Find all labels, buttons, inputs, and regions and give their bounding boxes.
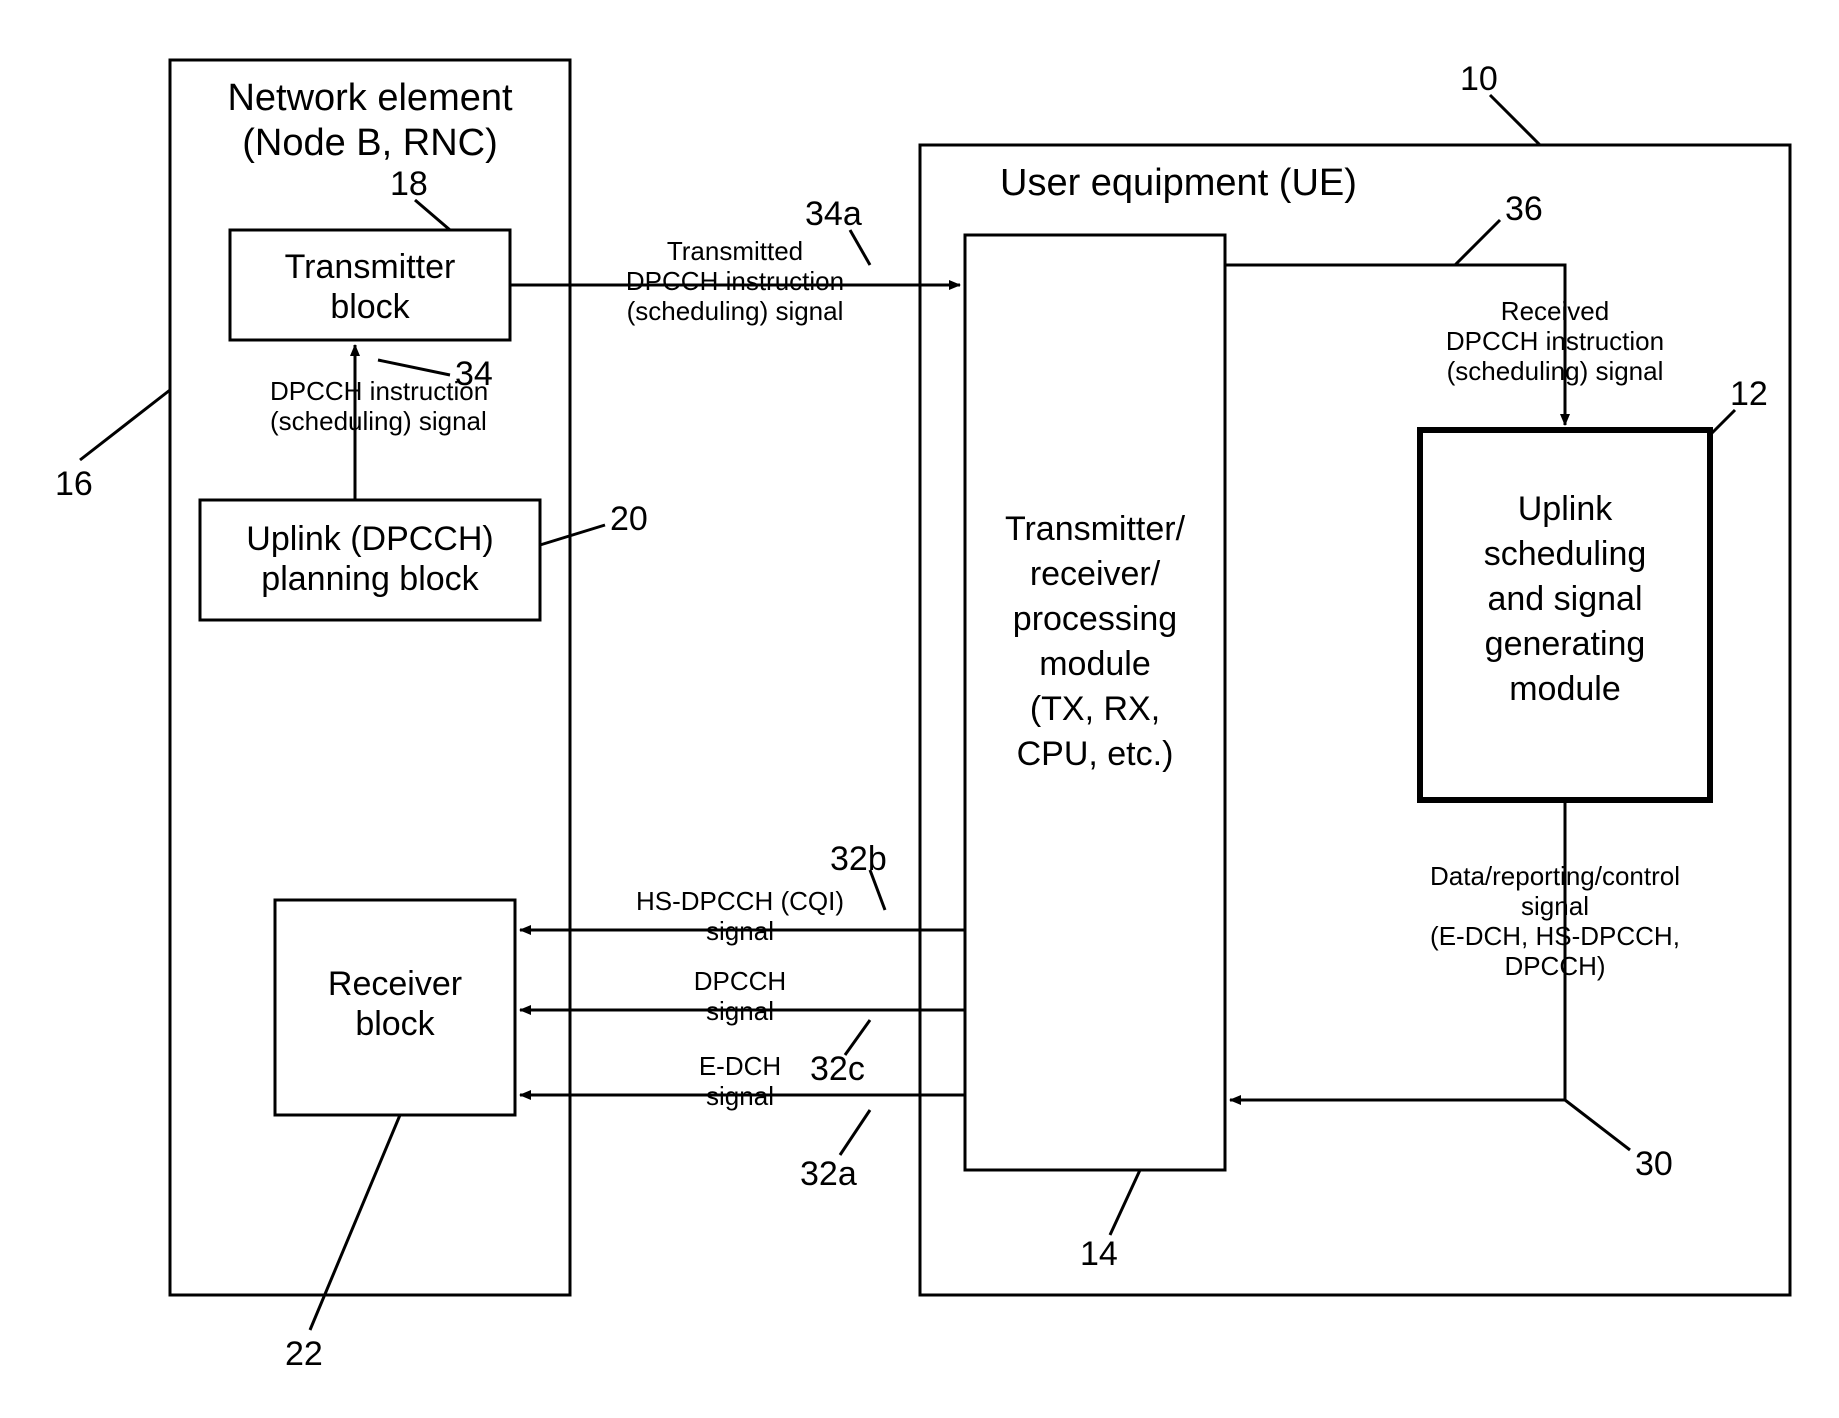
- hs-dpcch-l2: signal: [706, 916, 774, 946]
- receiver-block-l2: block: [355, 1005, 435, 1043]
- trx-l2: receiver/: [1030, 555, 1161, 593]
- trx-l5: (TX, RX,: [1030, 690, 1160, 728]
- dpcch-l2: signal: [706, 996, 774, 1026]
- ref-32c: 32c: [810, 1050, 865, 1088]
- ref-10-leader: [1490, 95, 1540, 145]
- network-element-title-l2: (Node B, RNC): [242, 122, 498, 164]
- ue-title: User equipment (UE): [1000, 162, 1357, 204]
- received-dpcch-l1: Received: [1501, 296, 1609, 326]
- ref-32a-leader: [840, 1110, 870, 1155]
- hs-dpcch-l1: HS-DPCCH (CQI): [636, 886, 844, 916]
- transmitter-block-l2: block: [330, 288, 410, 326]
- ref-18: 18: [390, 165, 428, 203]
- data-rep-l4: DPCCH): [1504, 951, 1605, 981]
- ref-34: 34: [455, 355, 493, 393]
- ref-16-leader: [80, 390, 170, 460]
- sched-l3: and signal: [1487, 580, 1642, 618]
- receiver-block-l1: Receiver: [328, 965, 462, 1003]
- sched-l1: Uplink: [1518, 490, 1613, 528]
- transmitted-dpcch-l1: Transmitted: [667, 236, 803, 266]
- received-dpcch-l2: DPCCH instruction: [1446, 326, 1664, 356]
- ref-22: 22: [285, 1335, 323, 1373]
- sched-l4: generating: [1485, 625, 1646, 663]
- network-element-title-l1: Network element: [227, 77, 513, 119]
- trx-l1: Transmitter/: [1005, 510, 1186, 548]
- data-rep-l3: (E-DCH, HS-DPCCH,: [1430, 921, 1680, 951]
- planning-block-l1: Uplink (DPCCH): [246, 520, 493, 558]
- ref-14: 14: [1080, 1235, 1118, 1273]
- dpcch-l1: DPCCH: [694, 966, 786, 996]
- trx-l6: CPU, etc.): [1017, 735, 1174, 773]
- data-rep-l1: Data/reporting/control: [1430, 861, 1680, 891]
- edch-l2: signal: [706, 1081, 774, 1111]
- data-rep-l2: signal: [1521, 891, 1589, 921]
- ref-16: 16: [55, 465, 93, 503]
- ref-32b: 32b: [830, 840, 887, 878]
- received-dpcch-l3: (scheduling) signal: [1447, 356, 1664, 386]
- trx-l4: module: [1039, 645, 1151, 683]
- ref-20: 20: [610, 500, 648, 538]
- ref-34a: 34a: [805, 195, 862, 233]
- trx-l3: processing: [1013, 600, 1177, 638]
- edch-l1: E-DCH: [699, 1051, 781, 1081]
- ref-12: 12: [1730, 375, 1768, 413]
- transmitted-dpcch-l2: DPCCH instruction: [626, 266, 844, 296]
- sched-l5: module: [1509, 670, 1621, 708]
- ref-10: 10: [1460, 60, 1498, 98]
- planning-block-l2: planning block: [261, 560, 479, 598]
- dpcch-instr-l2: (scheduling) signal: [270, 406, 487, 436]
- ref-32a: 32a: [800, 1155, 857, 1193]
- transmitted-dpcch-l3: (scheduling) signal: [627, 296, 844, 326]
- transmitter-block-l1: Transmitter: [285, 248, 456, 286]
- ref-36: 36: [1505, 190, 1543, 228]
- ref-30: 30: [1635, 1145, 1673, 1183]
- sched-l2: scheduling: [1484, 535, 1647, 573]
- ref-34a-leader: [850, 230, 870, 265]
